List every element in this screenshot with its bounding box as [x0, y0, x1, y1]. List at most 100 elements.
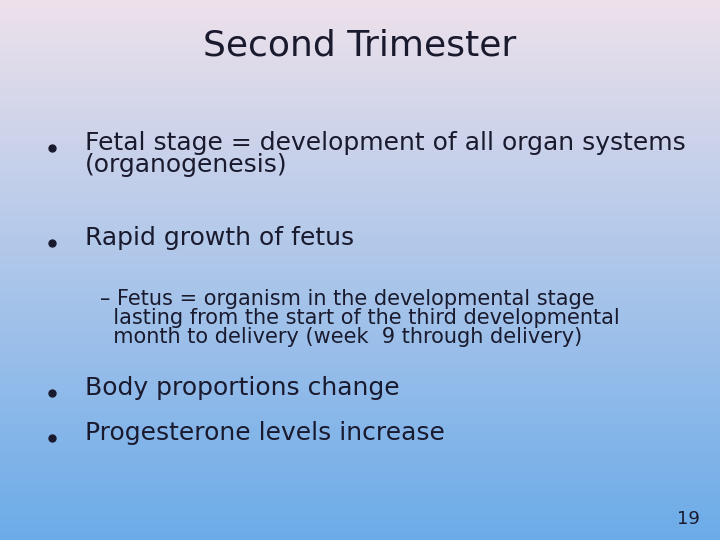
Bar [0, 429, 720, 430]
Bar [0, 293, 720, 294]
Bar [0, 369, 720, 370]
Bar [0, 190, 720, 191]
Bar [0, 142, 720, 143]
Bar [0, 355, 720, 356]
Bar [0, 461, 720, 462]
Bar [0, 275, 720, 276]
Bar [0, 80, 720, 81]
Bar [0, 260, 720, 261]
Bar [0, 167, 720, 168]
Bar [0, 420, 720, 421]
Bar [0, 64, 720, 65]
Bar [0, 56, 720, 57]
Bar [0, 311, 720, 312]
Bar [0, 73, 720, 74]
Bar [0, 326, 720, 327]
Bar [0, 226, 720, 227]
Bar [0, 37, 720, 38]
Bar [0, 299, 720, 300]
Bar [0, 139, 720, 140]
Bar [0, 173, 720, 174]
Bar [0, 202, 720, 203]
Bar [0, 27, 720, 28]
Bar [0, 157, 720, 158]
Bar [0, 419, 720, 420]
Bar [0, 213, 720, 214]
Bar [0, 163, 720, 164]
Bar [0, 510, 720, 511]
Bar [0, 492, 720, 493]
Bar [0, 386, 720, 387]
Bar [0, 16, 720, 17]
Bar [0, 47, 720, 48]
Bar [0, 301, 720, 302]
Bar [0, 212, 720, 213]
Bar [0, 105, 720, 106]
Bar [0, 515, 720, 516]
Bar [0, 465, 720, 466]
Bar [0, 145, 720, 146]
Bar [0, 336, 720, 337]
Bar [0, 184, 720, 185]
Bar [0, 411, 720, 412]
Bar [0, 441, 720, 442]
Bar [0, 327, 720, 328]
Bar [0, 166, 720, 167]
Bar [0, 200, 720, 201]
Bar [0, 514, 720, 515]
Bar [0, 141, 720, 142]
Bar [0, 283, 720, 284]
Bar [0, 5, 720, 6]
Bar [0, 528, 720, 529]
Bar [0, 296, 720, 297]
Bar [0, 264, 720, 265]
Bar [0, 254, 720, 255]
Bar [0, 225, 720, 226]
Bar [0, 325, 720, 326]
Bar [0, 193, 720, 194]
Bar [0, 317, 720, 318]
Bar [0, 196, 720, 197]
Bar [0, 214, 720, 215]
Bar [0, 343, 720, 344]
Bar [0, 31, 720, 32]
Bar [0, 109, 720, 110]
Bar [0, 526, 720, 527]
Bar [0, 259, 720, 260]
Bar [0, 323, 720, 324]
Bar [0, 493, 720, 494]
Bar [0, 405, 720, 406]
Bar [0, 67, 720, 68]
Bar [0, 171, 720, 172]
Text: (organogenesis): (organogenesis) [85, 153, 287, 177]
Bar [0, 505, 720, 506]
Bar [0, 261, 720, 262]
Bar [0, 177, 720, 178]
Bar [0, 392, 720, 393]
Bar [0, 467, 720, 468]
Bar [0, 7, 720, 8]
Text: – Fetus = organism in the developmental stage: – Fetus = organism in the developmental … [100, 289, 595, 309]
Text: lasting from the start of the third developmental: lasting from the start of the third deve… [100, 308, 620, 328]
Bar [0, 285, 720, 286]
Bar [0, 262, 720, 263]
Bar [0, 227, 720, 228]
Bar [0, 186, 720, 187]
Bar [0, 126, 720, 127]
Bar [0, 59, 720, 60]
Bar [0, 29, 720, 30]
Bar [0, 122, 720, 123]
Bar [0, 69, 720, 70]
Bar [0, 276, 720, 277]
Bar [0, 96, 720, 97]
Bar [0, 294, 720, 295]
Bar [0, 45, 720, 46]
Bar [0, 188, 720, 189]
Bar [0, 195, 720, 196]
Bar [0, 444, 720, 445]
Bar [0, 49, 720, 50]
Bar [0, 300, 720, 301]
Bar [0, 23, 720, 24]
Bar [0, 12, 720, 13]
Bar [0, 395, 720, 396]
